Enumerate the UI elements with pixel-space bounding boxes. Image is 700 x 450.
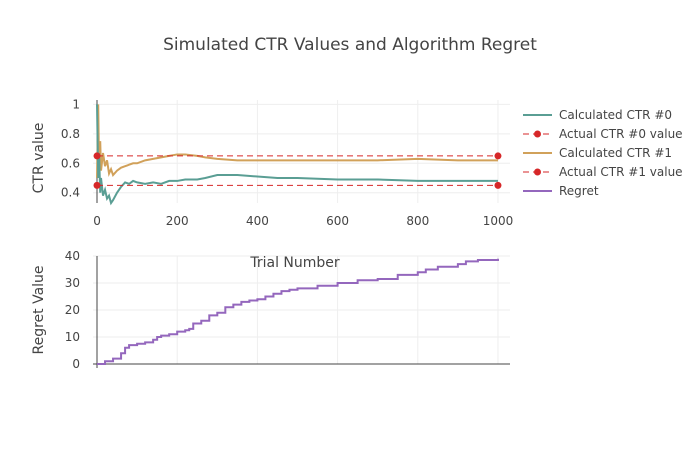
bottom-y-tick-label: 10 [65,330,80,344]
top-x-tick-label: 600 [326,214,349,228]
legend-label: Calculated CTR #1 [559,146,672,160]
legend-item: Regret [523,184,599,198]
top-y-tick-label: 0.6 [61,156,80,170]
bottom-y-tick-label: 30 [65,276,80,290]
bottom-y-tick-label: 20 [65,303,80,317]
series-regret [97,258,499,365]
series-calculated-ctr-0 [96,104,498,206]
series-calculated-ctr-1 [96,104,498,179]
legend-label: Actual CTR #0 value [559,127,683,141]
top-grid [93,100,510,203]
legend-label: Actual CTR #1 value [559,165,683,179]
top-x-tick-label: 400 [246,214,269,228]
bottom-y-axis-label: Regret Value [31,265,47,354]
top-series [93,104,502,206]
top-x-tick-label: 800 [406,214,429,228]
top-x-tick-label: 1000 [483,214,514,228]
bottom-grid [93,255,510,368]
actual-ctr-1-point [93,152,101,160]
top-y-tick-label: 1 [72,97,80,111]
top-x-tick-label: 200 [166,214,189,228]
bottom-series [97,258,499,365]
legend-label: Calculated CTR #0 [559,108,672,122]
chart-title: Simulated CTR Values and Algorithm Regre… [163,35,537,55]
top-x-ticks: 0 200 400 600 800 1000 [93,214,513,228]
legend-item: Calculated CTR #0 [523,108,672,122]
actual-ctr-0-point [494,181,502,189]
bottom-y-tick-label: 40 [65,249,80,263]
legend-marker [534,168,541,176]
legend-marker [534,130,541,138]
legend: Calculated CTR #0 Actual CTR #0 value Calc… [523,108,683,198]
legend-item: Calculated CTR #1 [523,146,672,160]
top-y-tick-label: 0.4 [61,186,80,200]
top-y-tick-label: 0.8 [61,127,80,141]
legend-label: Regret [559,184,599,198]
bottom-y-ticks: 0 10 20 30 40 [65,249,80,371]
top-x-tick-label: 0 [93,214,101,228]
bottom-x-axis-label: Trial Number [249,255,340,271]
legend-item: Actual CTR #1 value [523,165,683,179]
top-y-axis-label: CTR value [31,123,47,194]
top-y-ticks: 0.4 0.6 0.8 1 [61,97,80,199]
actual-ctr-1-point [494,152,502,160]
legend-item: Actual CTR #0 value [523,127,683,141]
actual-ctr-0-point [93,181,101,189]
bottom-y-tick-label: 0 [72,357,80,371]
